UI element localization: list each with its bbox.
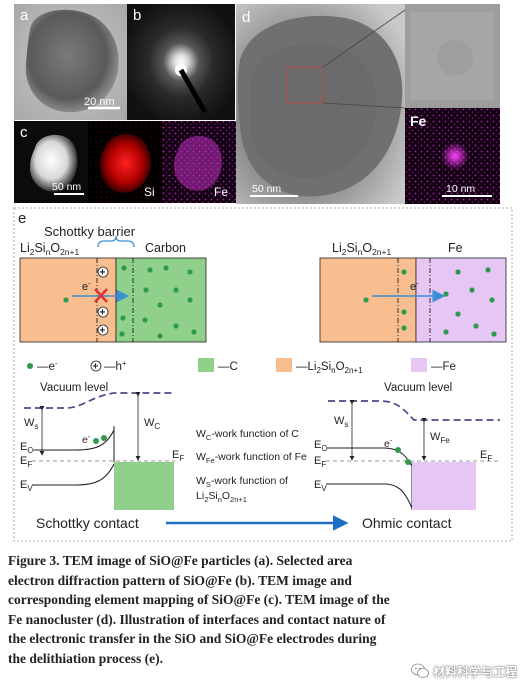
blocked-cross xyxy=(94,288,108,303)
ef-right: EF xyxy=(314,455,326,469)
ev-left: EV xyxy=(20,479,33,493)
ohmic-contact-label: Ohmic contact xyxy=(362,515,452,531)
ef-right-right-diagram: EF xyxy=(480,449,492,463)
electron-label-right: e- xyxy=(410,279,419,293)
figure-3: a 20 nm b c 50 nm Si Fe d 50 nm xyxy=(13,4,513,542)
electrons-fe xyxy=(363,267,497,337)
fe-band-block xyxy=(412,462,476,510)
note-wc: WC-work function of C xyxy=(196,428,299,442)
caption-line: the electronic transfer in the SiO and S… xyxy=(8,631,377,647)
panel-c-scale-bar: 50 nm xyxy=(52,181,81,193)
watermark-text: 材料科学与工程 xyxy=(432,664,517,679)
ev-curve-right xyxy=(326,483,413,509)
schematic-left-carbon-label: Carbon xyxy=(145,241,186,255)
panel-d-inset-scale-bar: 10 nm xyxy=(446,183,475,195)
panel-a-letter: a xyxy=(20,7,29,24)
figure-caption: Figure 3. TEM image of SiO@Fe particles … xyxy=(8,551,514,669)
caption-line: Fe nanocluster (d). Illustration of inte… xyxy=(8,611,386,627)
legend-li2sio: —Li2SinO2n+1 xyxy=(296,361,363,375)
panel-e-letter: e xyxy=(18,210,26,227)
ec-curve-left xyxy=(32,429,115,451)
legend-hole: —h+ xyxy=(104,359,127,373)
vacuum-level-left: Vacuum level xyxy=(40,382,108,394)
ef-left: EF xyxy=(20,455,32,469)
electron-band-right: e- xyxy=(384,436,393,450)
vacuum-level-right: Vacuum level xyxy=(384,382,452,394)
ws-right: Ws xyxy=(334,415,348,429)
legend: —e- + —h+ —C —Li2SinO2n+1 —Fe xyxy=(27,358,456,375)
caption-line: corresponding element mapping of SiO@Fe … xyxy=(8,592,390,608)
band-diagram-ohmic: Vacuum level Ws WFe EC EF EF EV e- xyxy=(314,382,500,510)
schematic-right: Li2SinO2n+1 Fe e- xyxy=(319,241,507,343)
wfe-right: WFe xyxy=(430,431,450,445)
hole-markers-left: + + + xyxy=(97,266,109,337)
caption-line: the delithiation process (e). xyxy=(8,650,163,666)
schematic-left-material-label: Li2SinO2n+1 xyxy=(20,241,79,257)
panel-d-letter: d xyxy=(242,9,250,26)
panel-e-frame xyxy=(13,207,513,542)
caption-line: electron diffraction pattern of SiO@Fe (… xyxy=(8,572,352,588)
schottky-brace xyxy=(97,235,135,248)
watermark: 材料科学与工程 xyxy=(411,661,517,681)
note-ws: WS-work function of xyxy=(196,475,288,489)
electrons-carbon xyxy=(63,265,197,339)
work-function-notes: WC-work function of C WFe-work function … xyxy=(196,428,307,504)
schematic-right-fe-label: Fe xyxy=(448,241,463,255)
panel-a-scale-bar: 20 nm xyxy=(84,96,115,108)
ev-curve-left xyxy=(32,463,115,486)
legend-fe: —Fe xyxy=(431,361,456,373)
ec-left: EC xyxy=(20,441,33,455)
wechat-logo-icon xyxy=(411,663,429,678)
electron-label-left: e- xyxy=(82,279,91,293)
panel-b: b xyxy=(127,4,235,120)
panel-c-map-fe: Fe xyxy=(214,185,228,199)
vacuum-line-left xyxy=(24,392,175,409)
ef-right-left-diagram: EF xyxy=(172,449,184,463)
schottky-contact-label: Schottky contact xyxy=(36,515,139,531)
svg-text:+: + xyxy=(100,326,106,337)
legend-electron: —e- xyxy=(37,359,58,373)
panel-d-inset-label: Fe xyxy=(410,113,427,129)
panel-d: d 50 nm Fe 10 nm xyxy=(236,4,500,204)
panel-c: c 50 nm Si Fe xyxy=(14,121,236,203)
vacuum-line-right xyxy=(328,400,500,421)
ws-left: Ws xyxy=(24,417,38,431)
caption-line: Figure 3. TEM image of SiO@Fe particles … xyxy=(8,553,353,568)
ev-right: EV xyxy=(314,479,327,493)
ec-right: EC xyxy=(314,439,327,453)
panel-c-letter: c xyxy=(20,124,28,141)
svg-text:+: + xyxy=(100,268,106,279)
schottky-barrier-title: Schottky barrier xyxy=(44,224,136,239)
panel-a: a 20 nm xyxy=(14,4,127,120)
legend-carbon: —C xyxy=(218,361,238,373)
svg-text:+: + xyxy=(100,308,106,319)
schematic-right-material-label: Li2SinO2n+1 xyxy=(332,241,391,257)
panel-d-zoom-box xyxy=(286,66,324,104)
note-ws-line2: Li2SinO2n+1 xyxy=(196,490,247,504)
panel-b-letter: b xyxy=(133,7,141,24)
legend-hole-symbol: + xyxy=(93,362,99,373)
note-wfe: WFe-work function of Fe xyxy=(196,451,307,465)
panel-d-scale-bar: 50 nm xyxy=(252,183,281,195)
electron-band-left: e- xyxy=(82,432,91,446)
carbon-band-block xyxy=(114,462,174,510)
schematic-left: Schottky barrier Li2SinO2n+1 Carbon + + … xyxy=(19,224,207,343)
panel-c-map-si: Si xyxy=(144,185,155,199)
band-diagram-schottky: Vacuum level Ws WC EC EF EF EV e- xyxy=(20,382,184,510)
wc-left: WC xyxy=(144,417,160,431)
